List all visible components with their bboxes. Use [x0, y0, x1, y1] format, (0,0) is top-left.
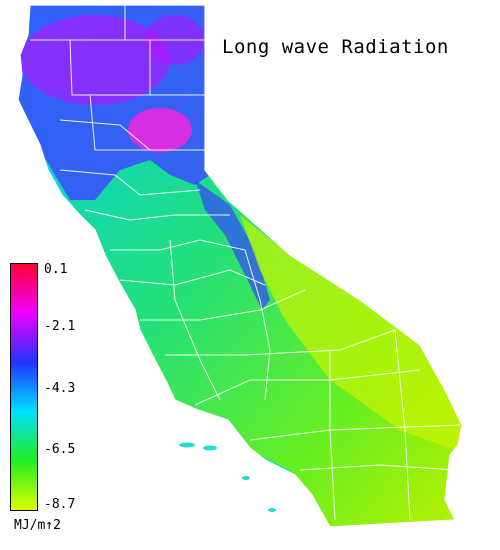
northern-magenta-zone	[128, 108, 192, 152]
northern-purple-zone	[20, 15, 170, 105]
legend-tick-4: -8.7	[44, 497, 76, 512]
channel-island	[242, 476, 250, 480]
state-outline	[17, 4, 463, 528]
eastern-desert-zone	[240, 215, 462, 450]
legend-colorbar	[10, 263, 38, 511]
legend-tick-3: -6.5	[44, 442, 76, 457]
map-title: Long wave Radiation	[222, 36, 449, 58]
channel-island	[203, 445, 217, 451]
channel-island	[179, 442, 195, 448]
channel-island	[268, 508, 276, 512]
legend-tick-0: 0.1	[44, 262, 68, 277]
sierra-blue-band	[195, 180, 270, 310]
legend-tick-2: -4.3	[44, 381, 76, 396]
county-boundaries	[30, 5, 461, 521]
legend-unit-label: MJ/m↑2	[14, 518, 61, 533]
legend-tick-1: -2.1	[44, 319, 76, 334]
